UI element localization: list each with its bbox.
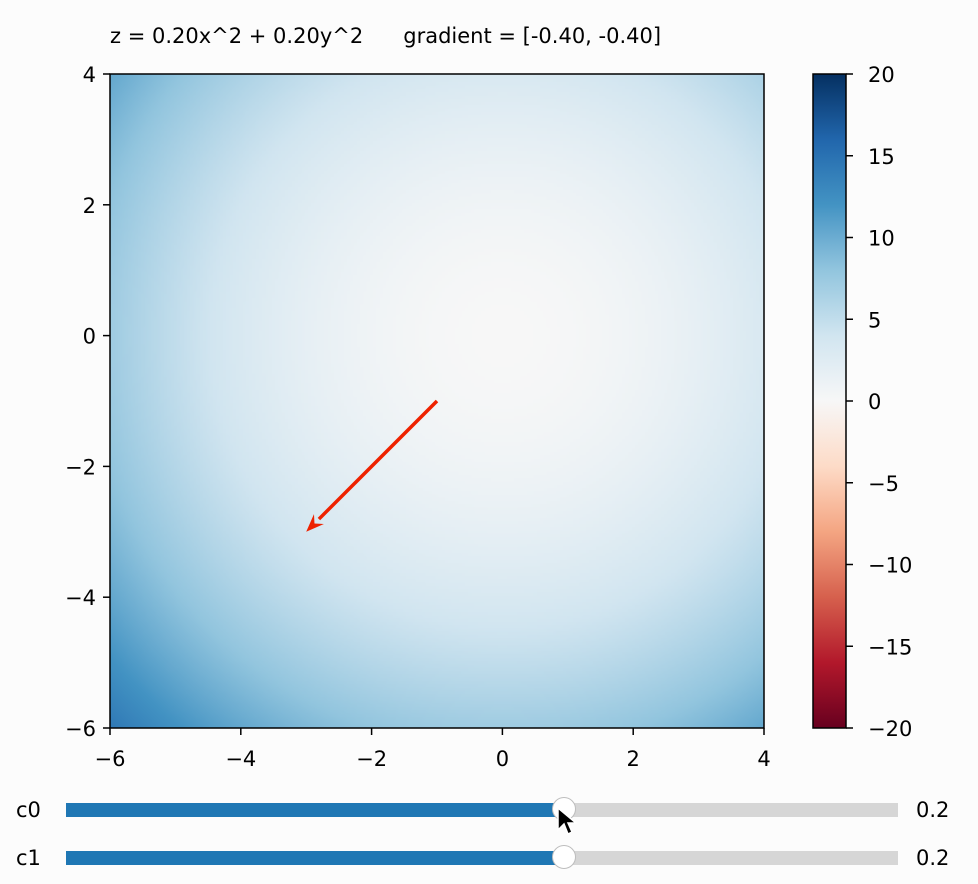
colorbar-axis: 20 15 10 5 0 −5 −10 −15 −20 <box>846 63 912 741</box>
slider-c0[interactable]: c0 0.2 <box>0 795 978 825</box>
colorbar-tick-label: 15 <box>868 145 895 169</box>
slider-c1-fill <box>66 851 566 865</box>
y-tick-label: −2 <box>65 455 96 479</box>
x-tick-label: −4 <box>225 747 256 771</box>
slider-c0-value: 0.2 <box>916 798 950 822</box>
colorbar <box>812 73 847 729</box>
x-tick-label: 4 <box>757 747 770 771</box>
gradient-arrow-shaft <box>317 399 439 521</box>
gradient-arrow-layer <box>306 399 439 532</box>
colorbar-tick-label: 0 <box>868 390 881 414</box>
colorbar-tick-label: 5 <box>868 308 881 332</box>
slider-c1-handle[interactable] <box>552 845 577 869</box>
x-tick-label: −2 <box>356 747 387 771</box>
x-tick-label: 2 <box>627 747 640 771</box>
slider-c1-track[interactable] <box>66 845 898 869</box>
x-tick-label: −6 <box>95 747 126 771</box>
slider-c0-label: c0 <box>16 798 41 822</box>
slider-c1-value: 0.2 <box>916 846 950 870</box>
y-tick-label: 2 <box>83 194 96 218</box>
x-axis: −6 −4 −2 0 2 4 <box>95 728 771 771</box>
mouse-cursor-icon <box>557 806 579 836</box>
plot-frame <box>109 73 765 729</box>
chart: z = 0.20x^2 + 0.20y^2 gradient = [-0.40,… <box>65 24 912 771</box>
colorbar-tick-label: −20 <box>868 717 912 741</box>
colorbar-tick-label: 20 <box>868 63 895 87</box>
colorbar-tick-label: −5 <box>868 472 899 496</box>
slider-c1-label: c1 <box>16 846 41 870</box>
colorbar-tick-label: 10 <box>868 227 895 251</box>
colorbar-tick-label: −15 <box>868 635 912 659</box>
y-tick-label: 0 <box>83 325 96 349</box>
slider-c0-fill <box>66 803 566 817</box>
gradient-arrow-head <box>306 514 324 532</box>
chart-title: z = 0.20x^2 + 0.20y^2 gradient = [-0.40,… <box>110 24 661 48</box>
y-tick-label: −6 <box>65 717 96 741</box>
slider-c0-track[interactable] <box>66 797 898 821</box>
y-axis: −6 −4 −2 0 2 4 <box>65 63 110 741</box>
y-tick-label: 4 <box>83 63 96 87</box>
x-tick-label: 0 <box>496 747 509 771</box>
slider-c1[interactable]: c1 0.2 <box>0 843 978 873</box>
y-tick-label: −4 <box>65 586 96 610</box>
colorbar-tick-label: −10 <box>868 554 912 578</box>
